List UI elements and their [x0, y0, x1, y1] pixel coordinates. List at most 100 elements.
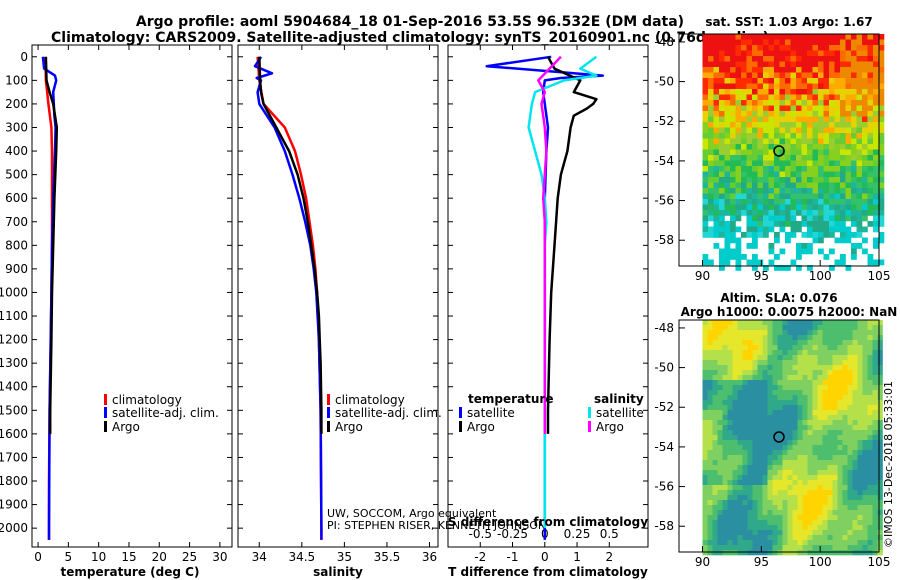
sla-cell — [812, 355, 818, 361]
sla-cell — [792, 550, 798, 556]
sla-cell — [832, 355, 838, 361]
sla-cell — [827, 420, 833, 426]
sst-cell — [845, 50, 852, 57]
sla-cell — [827, 470, 833, 476]
sla-cell — [732, 370, 738, 376]
sst-cell — [735, 210, 742, 216]
sla-cell — [772, 465, 778, 471]
legend-label-satellite: satellite-adj. clim. — [112, 406, 219, 420]
sla-cell — [837, 420, 843, 426]
sst-cell — [812, 160, 819, 167]
sla-cell — [747, 525, 753, 531]
sla-cell — [742, 475, 748, 481]
sst-cell — [746, 166, 753, 172]
sla-cell — [772, 525, 778, 531]
sla-cell — [812, 390, 818, 396]
sst-cell — [790, 210, 797, 216]
sst-cell — [713, 105, 720, 112]
sla-cell — [717, 490, 723, 496]
sla-cell — [747, 460, 753, 466]
sla-cell — [827, 385, 833, 391]
sla-cell — [862, 370, 868, 376]
sla-cell — [757, 505, 763, 511]
sst-cell — [785, 171, 791, 178]
sst-cell — [746, 89, 753, 95]
sst-cell — [862, 226, 868, 233]
sst-cell — [735, 133, 742, 139]
sla-cell — [707, 440, 713, 446]
sst-cell — [856, 111, 863, 117]
sla-cell — [712, 425, 718, 431]
sla-cell — [877, 320, 883, 326]
sla-cell — [702, 335, 708, 341]
sla-cell — [722, 415, 728, 421]
sst-cell — [719, 177, 725, 183]
sst-cell — [823, 188, 830, 194]
sla-cell — [702, 540, 708, 546]
sla-cell — [777, 335, 783, 341]
sla-cell — [722, 330, 728, 336]
sla-cell — [747, 545, 753, 551]
sst-cell — [763, 232, 769, 238]
sst-cell — [862, 248, 868, 255]
sla-cell — [757, 530, 763, 536]
sla-cell — [747, 360, 753, 366]
sst-cell — [719, 265, 725, 271]
sst-cell — [856, 83, 863, 90]
sst-cell — [735, 254, 742, 260]
sst-cell — [763, 116, 769, 123]
sst-cell — [790, 50, 797, 57]
sla-cell — [827, 500, 833, 506]
sst-cell — [790, 67, 797, 73]
sst-cell — [862, 83, 868, 90]
sst-cell — [818, 204, 824, 211]
sla-cell — [872, 475, 878, 481]
sla-cell — [847, 475, 853, 481]
sst-cell — [796, 182, 802, 189]
sla-cell — [847, 435, 853, 441]
sla-cell — [737, 480, 743, 486]
sst-cell — [796, 94, 802, 101]
x-tick-label: 0 — [541, 550, 549, 564]
sla-cell — [787, 385, 793, 391]
sst-cell — [774, 127, 780, 134]
sst-cell — [741, 188, 747, 194]
sst-cell — [856, 116, 863, 123]
depth-tick-label: 1400 — [0, 380, 28, 394]
sst-cell — [752, 34, 758, 40]
sla-cell — [722, 490, 728, 496]
depth-tick-label: 600 — [5, 191, 28, 205]
sla-cell — [842, 370, 848, 376]
sla-cell — [722, 450, 728, 456]
sla-cell — [877, 425, 883, 431]
sla-cell — [737, 440, 743, 446]
sla-cell — [807, 330, 813, 336]
sla-cell — [777, 460, 783, 466]
sst-cell — [713, 226, 720, 233]
sla-cell — [852, 320, 858, 326]
sla-cell — [702, 355, 708, 361]
sst-cell — [862, 34, 868, 40]
sst-cell — [779, 122, 786, 128]
sla-cell — [797, 390, 803, 396]
sst-cell — [702, 226, 709, 233]
sla-cell — [777, 380, 783, 386]
sst-cell — [746, 50, 753, 57]
sla-cell — [787, 380, 793, 386]
sst-cell — [724, 149, 731, 156]
sst-cell — [741, 144, 747, 150]
sla-cell — [727, 530, 733, 536]
difference-legend: temperature satellite Argo salinity sate… — [459, 392, 644, 434]
sst-cell — [801, 133, 808, 139]
sst-cell — [829, 89, 835, 95]
sla-cell — [772, 550, 778, 556]
sst-cell — [867, 199, 874, 205]
sla-cell — [852, 470, 858, 476]
sla-cell — [757, 535, 763, 541]
sla-cell — [802, 430, 808, 436]
sla-cell — [832, 465, 838, 471]
sla-cell — [817, 415, 823, 421]
sst-cell — [812, 149, 819, 156]
sla-cell — [852, 360, 858, 366]
sst-cell — [801, 122, 808, 128]
